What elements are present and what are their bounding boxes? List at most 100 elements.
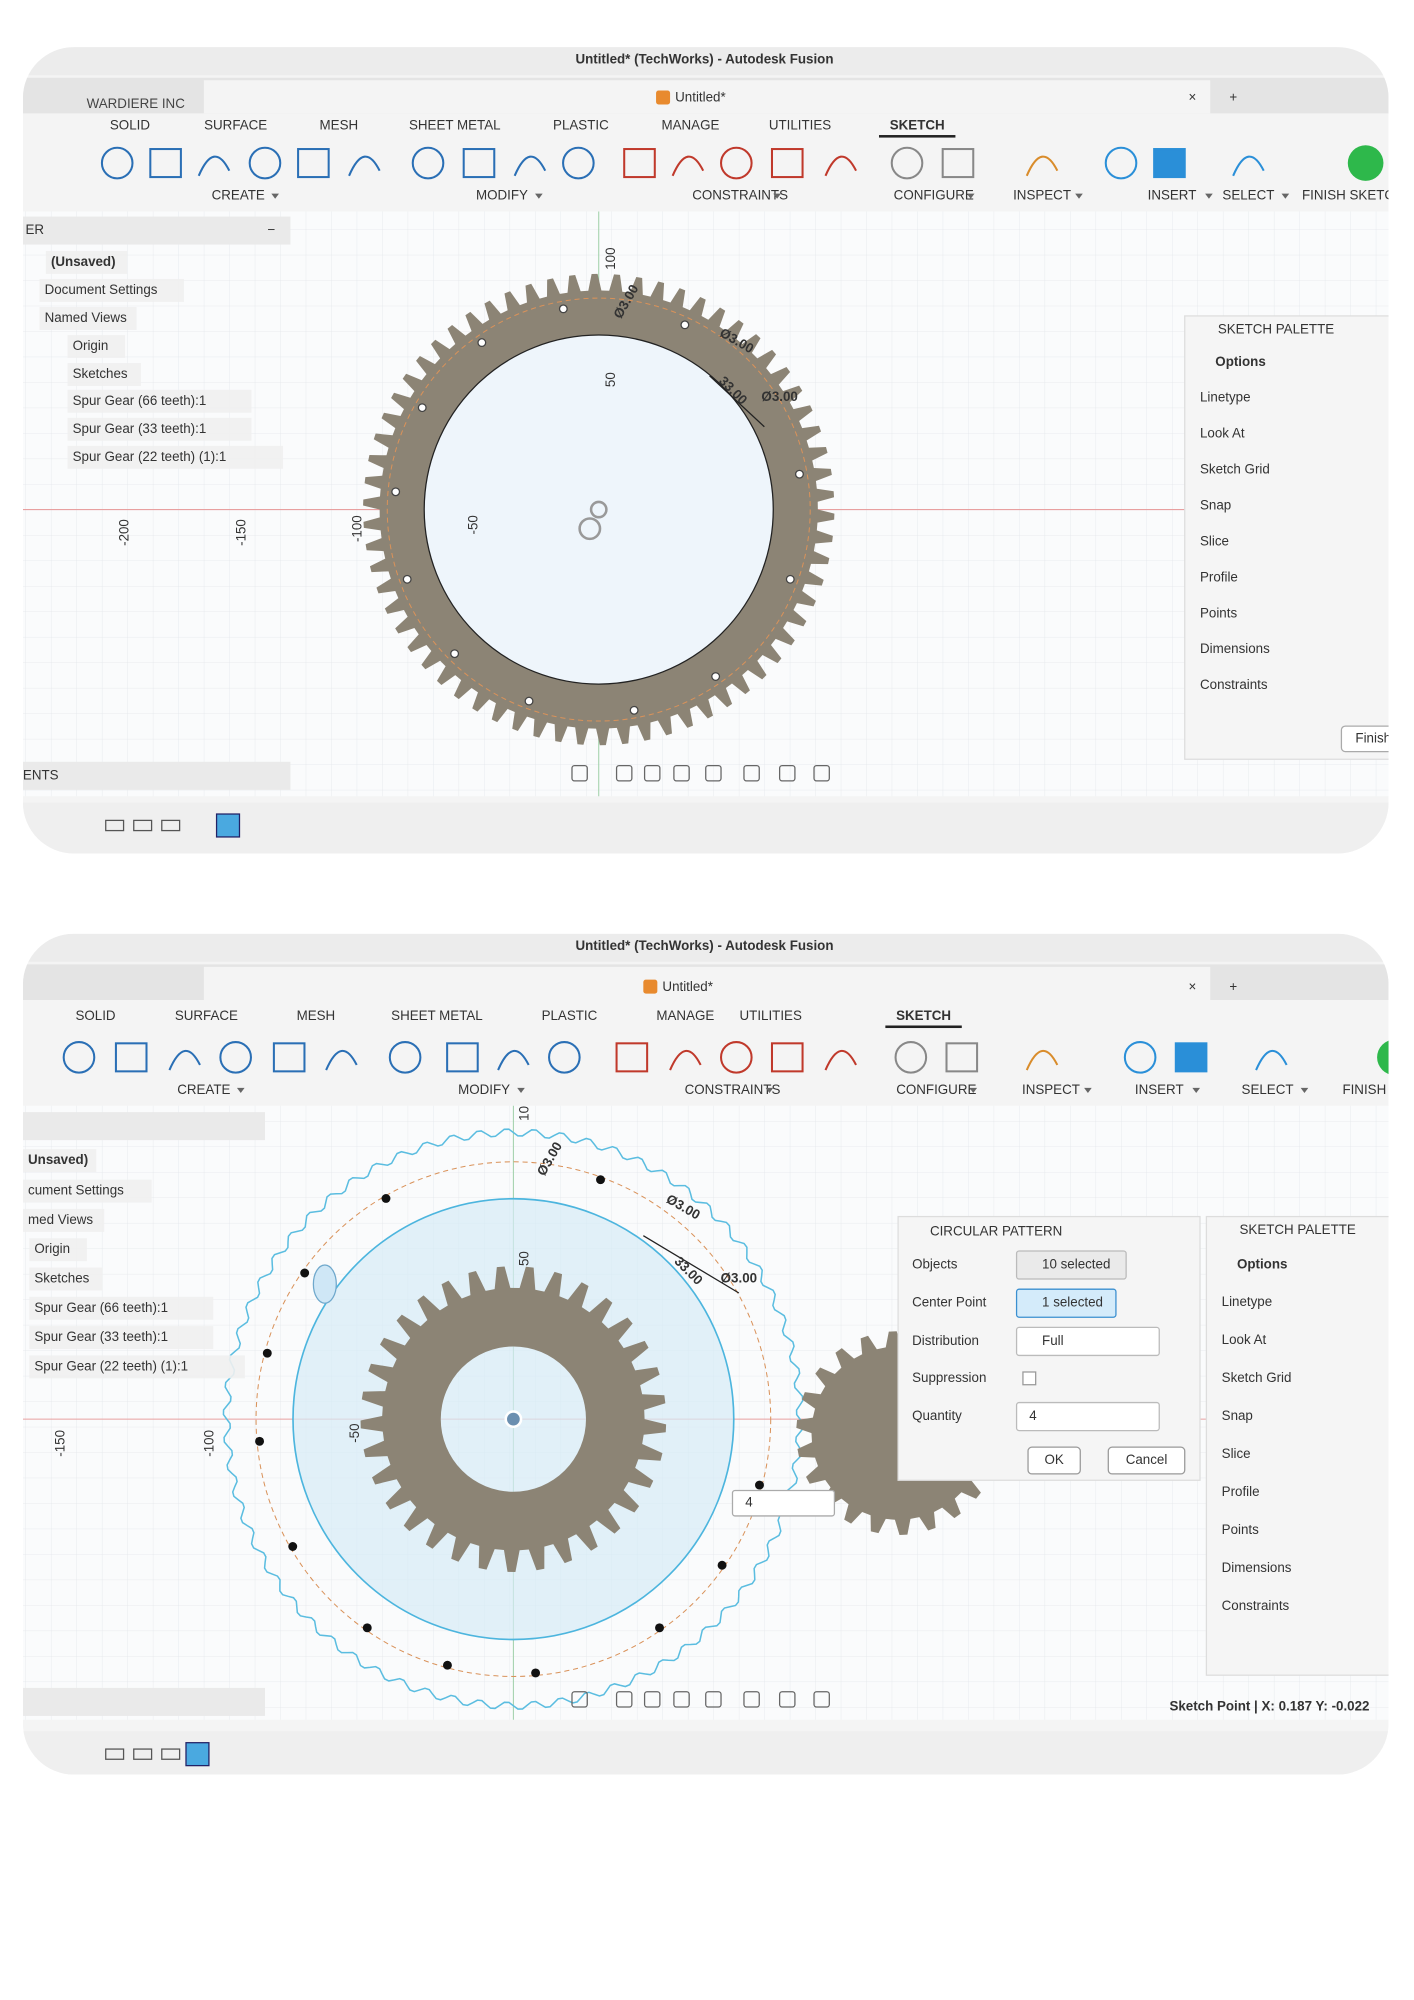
tool-icon[interactable] xyxy=(197,155,231,177)
close-tab[interactable]: × xyxy=(1189,90,1197,105)
tool-icon[interactable] xyxy=(770,1042,804,1073)
browser-item[interactable]: Named Views xyxy=(45,310,127,325)
nav-icon[interactable] xyxy=(705,1691,722,1708)
nav-icon[interactable] xyxy=(743,1691,760,1708)
dialog-button[interactable] xyxy=(1107,1446,1186,1475)
nav-icon[interactable] xyxy=(743,764,760,782)
browser-item[interactable]: Sketches xyxy=(34,1271,89,1286)
dialog-button-label[interactable]: Cancel xyxy=(1126,1452,1168,1467)
tool-icon[interactable] xyxy=(348,155,381,177)
tool-icon[interactable] xyxy=(1123,1041,1157,1074)
palette-row[interactable]: Sketch Grid xyxy=(1222,1370,1292,1385)
dialog-button[interactable] xyxy=(1027,1446,1081,1475)
toolbar-group[interactable]: FINISH xyxy=(1342,1082,1386,1097)
browser-item[interactable]: Spur Gear (22 teeth) (1):1 xyxy=(73,449,227,464)
tool-icon[interactable] xyxy=(62,1041,96,1074)
browser-item[interactable]: Spur Gear (33 teeth):1 xyxy=(34,1329,168,1344)
document-tab-label[interactable]: Untitled* xyxy=(662,979,712,994)
toolbar-group[interactable]: INSERT xyxy=(1135,1082,1184,1097)
browser-item[interactable]: Spur Gear (66 teeth):1 xyxy=(73,393,207,408)
collapse[interactable]: − xyxy=(268,222,276,237)
tool-icon[interactable] xyxy=(562,146,595,180)
dialog-value[interactable]: 4 xyxy=(1029,1408,1037,1423)
tool-icon[interactable] xyxy=(1025,1049,1059,1071)
tool-icon[interactable] xyxy=(720,1041,753,1074)
tool-icon[interactable] xyxy=(219,1041,252,1074)
toolbar-tab[interactable]: SOLID xyxy=(110,118,150,133)
timeline-feature[interactable] xyxy=(105,1748,125,1760)
quantity-input[interactable]: 4 xyxy=(745,1495,753,1510)
timeline-feature[interactable] xyxy=(133,819,153,832)
tool-icon[interactable] xyxy=(623,148,656,179)
quantity-input-box[interactable] xyxy=(731,1489,836,1517)
nav-icon[interactable] xyxy=(778,1691,796,1708)
tool-icon[interactable] xyxy=(388,1041,422,1074)
toolbar-tab[interactable]: MANAGE xyxy=(656,1008,714,1023)
nav-icon[interactable] xyxy=(615,1691,633,1708)
tool-icon[interactable] xyxy=(149,148,182,179)
toolbar-group[interactable]: CONSTRAINTS xyxy=(685,1082,781,1097)
nav-icon[interactable] xyxy=(673,1691,690,1708)
toolbar-group[interactable]: CONSTRAINTS xyxy=(692,188,788,203)
tool-icon[interactable] xyxy=(824,1049,857,1071)
toolbar-group[interactable]: FINISH SKETCH xyxy=(1302,188,1404,203)
palette-row[interactable]: Look At xyxy=(1200,426,1245,441)
toolbar-tab[interactable]: MESH xyxy=(297,1008,336,1023)
tool-icon[interactable] xyxy=(497,1049,530,1071)
browser-item[interactable]: Spur Gear (33 teeth):1 xyxy=(73,421,207,436)
toolbar-group[interactable]: MODIFY xyxy=(476,188,528,203)
toolbar-group[interactable]: INSERT xyxy=(1148,188,1197,203)
toolbar-tab[interactable]: UTILITIES xyxy=(769,118,831,133)
palette-row[interactable]: Points xyxy=(1222,1522,1259,1537)
dialog-value[interactable]: 10 selected xyxy=(1042,1257,1110,1272)
browser-item[interactable]: med Views xyxy=(28,1212,93,1227)
nav-icon[interactable] xyxy=(615,764,633,782)
palette-row[interactable]: Linetype xyxy=(1222,1294,1273,1309)
nav-icon[interactable] xyxy=(813,1691,830,1708)
browser-item[interactable]: Unsaved) xyxy=(28,1152,88,1167)
palette-button-label[interactable]: Finish xyxy=(1355,730,1391,745)
toolbar-group[interactable]: INSPECT xyxy=(1022,1082,1080,1097)
tool-icon[interactable] xyxy=(462,148,496,179)
tool-icon[interactable] xyxy=(411,146,445,180)
palette-row[interactable]: Snap xyxy=(1200,497,1231,512)
toolbar-tab[interactable]: SHEET METAL xyxy=(391,1008,483,1023)
palette-row[interactable]: Slice xyxy=(1222,1446,1251,1461)
timeline-feature[interactable] xyxy=(133,1748,153,1760)
rotation-handle[interactable] xyxy=(312,1264,337,1304)
palette-row[interactable]: Constraints xyxy=(1200,677,1268,692)
toolbar-tab[interactable]: UTILITIES xyxy=(740,1008,802,1023)
dialog-value[interactable]: Full xyxy=(1042,1333,1064,1348)
dialog-field[interactable] xyxy=(1015,1326,1160,1357)
browser-item[interactable]: Origin xyxy=(34,1241,70,1256)
timeline-sketch[interactable] xyxy=(215,813,241,838)
nav-icon[interactable] xyxy=(571,764,588,782)
nav-icon[interactable] xyxy=(643,764,661,782)
toolbar-tab[interactable]: MANAGE xyxy=(662,118,720,133)
tool-icon[interactable] xyxy=(100,146,134,180)
toolbar-group[interactable]: CREATE xyxy=(212,188,265,203)
new-tab[interactable]: + xyxy=(1229,979,1237,994)
tool-icon[interactable] xyxy=(446,1042,479,1073)
dialog-field[interactable] xyxy=(1015,1288,1117,1318)
toolbar-group[interactable]: INSPECT xyxy=(1013,188,1071,203)
palette-row[interactable]: Profile xyxy=(1200,569,1238,584)
browser-item[interactable]: Spur Gear (66 teeth):1 xyxy=(34,1300,168,1315)
palette-row[interactable]: Sketch Grid xyxy=(1200,462,1270,477)
browser-item[interactable]: cument Settings xyxy=(28,1183,124,1198)
tool-icon[interactable] xyxy=(1153,148,1186,179)
close-tab[interactable]: × xyxy=(1189,979,1197,994)
dialog-field[interactable] xyxy=(1015,1401,1160,1432)
tool-icon[interactable] xyxy=(1255,1049,1288,1071)
timeline-feature[interactable] xyxy=(161,1748,181,1760)
tool-icon[interactable] xyxy=(669,1049,702,1071)
browser-item[interactable]: Sketches xyxy=(73,366,128,381)
browser-item[interactable]: (Unsaved) xyxy=(51,254,116,269)
dialog-value[interactable]: 1 selected xyxy=(1042,1295,1103,1310)
toolbar-tab[interactable]: SKETCH xyxy=(890,118,945,133)
dialog-field[interactable] xyxy=(1015,1250,1127,1280)
tool-icon[interactable] xyxy=(114,1042,148,1073)
tool-icon[interactable] xyxy=(824,155,857,177)
document-tab-label[interactable]: Untitled* xyxy=(675,90,726,105)
palette-row[interactable]: Slice xyxy=(1200,533,1229,548)
